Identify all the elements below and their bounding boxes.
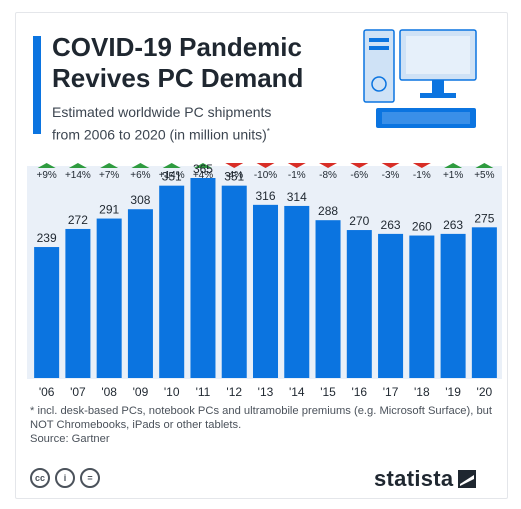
change-arrow-icon (287, 163, 306, 168)
x-tick-label: '11 (196, 385, 211, 399)
x-tick-label: '20 (477, 385, 493, 399)
change-label: +14% (159, 170, 185, 181)
bar (471, 227, 497, 378)
subtitle-asterisk: * (266, 127, 270, 136)
bar (34, 247, 60, 378)
shipments-bar-chart: +9% 239 '06 +14% 272 '07 +7% 291 '08 +6% 308 '09 +14… (27, 162, 502, 399)
page-title: COVID-19 Pandemic Revives PC Demand (52, 32, 362, 94)
change-arrow-icon (444, 163, 463, 168)
change-arrow-icon (475, 163, 494, 168)
bar-value-label: 288 (318, 204, 338, 218)
change-label: -3% (382, 170, 400, 181)
desktop-pc-icon (363, 29, 477, 128)
bar-value-label: 260 (412, 220, 432, 234)
change-arrow-icon (193, 163, 212, 168)
bar-value-label: 316 (255, 189, 275, 203)
bar-value-label: 291 (99, 203, 119, 217)
change-label: +1% (443, 170, 463, 181)
change-arrow-icon (256, 163, 275, 168)
bar (440, 233, 466, 378)
bar (315, 220, 341, 378)
change-label: +7% (99, 170, 119, 181)
license-icons: cc i = (30, 468, 100, 488)
change-label: -6% (350, 170, 368, 181)
bar (96, 218, 122, 378)
x-tick-label: '18 (414, 385, 430, 399)
footnote: * incl. desk-based PCs, notebook PCs and… (30, 405, 492, 431)
x-tick-label: '16 (351, 385, 367, 399)
brand-name: statista (374, 466, 454, 491)
change-label: +5% (474, 170, 494, 181)
bar-value-label: 275 (474, 211, 494, 225)
subtitle-line-1: Estimated worldwide PC shipments (52, 104, 272, 120)
x-tick-label: '07 (70, 385, 86, 399)
x-tick-label: '06 (39, 385, 55, 399)
change-arrow-icon (225, 163, 244, 168)
creative-commons-icon: cc (30, 468, 50, 488)
change-arrow-icon (350, 163, 369, 168)
bar (252, 204, 279, 378)
change-arrow-icon (162, 163, 181, 168)
bar-value-label: 263 (381, 218, 401, 232)
x-tick-label: '14 (289, 385, 305, 399)
bar (409, 235, 435, 378)
change-arrow-icon (381, 163, 400, 168)
bar (159, 185, 185, 378)
x-tick-label: '17 (383, 385, 399, 399)
change-label: -8% (319, 170, 337, 181)
change-arrow-icon (37, 163, 56, 168)
change-label: +14% (65, 170, 91, 181)
x-tick-label: '15 (320, 385, 336, 399)
change-label: -4% (225, 170, 243, 181)
change-arrow-icon (412, 163, 431, 168)
no-derivatives-icon: = (80, 468, 100, 488)
bar-value-label: 351 (224, 170, 244, 184)
x-tick-label: '10 (164, 385, 180, 399)
title-line-2: Revives PC Demand (52, 63, 304, 93)
bar-value-label: 365 (193, 162, 213, 176)
bar (346, 230, 372, 378)
x-tick-label: '09 (133, 385, 149, 399)
bar (221, 185, 247, 378)
change-arrow-icon (131, 163, 150, 168)
change-label: -10% (254, 170, 277, 181)
change-arrow-icon (100, 163, 119, 168)
x-tick-label: '13 (258, 385, 274, 399)
change-label: -1% (413, 170, 431, 181)
attribution-icon: i (55, 468, 75, 488)
x-tick-label: '19 (445, 385, 461, 399)
change-label: -1% (288, 170, 306, 181)
statista-mark-icon (458, 470, 477, 488)
bar-value-label: 263 (443, 218, 463, 232)
statista-logo: statista (374, 466, 477, 492)
change-arrow-icon (68, 163, 87, 168)
bar (190, 178, 216, 378)
x-tick-label: '12 (226, 385, 242, 399)
change-label: +9% (36, 170, 56, 181)
bar-value-label: 308 (130, 193, 150, 207)
bar (378, 233, 404, 378)
subtitle-line-2: from 2006 to 2020 (in million units)* (52, 122, 372, 145)
title-line-1: COVID-19 Pandemic (52, 32, 302, 62)
title-accent-bar (33, 36, 41, 134)
bar (127, 209, 153, 378)
change-arrow-icon (319, 163, 338, 168)
source-note: Source: Gartner (30, 433, 110, 445)
change-label: +4% (193, 170, 213, 181)
bar (284, 205, 310, 378)
x-tick-label: '08 (101, 385, 117, 399)
page-subtitle: Estimated worldwide PC shipments from 20… (52, 103, 372, 145)
bar-value-label: 239 (37, 231, 57, 245)
subtitle-line-2-text: from 2006 to 2020 (in million units) (52, 126, 267, 143)
change-label: +6% (130, 170, 150, 181)
bar-value-label: 272 (68, 213, 88, 227)
bar (65, 228, 91, 378)
bar-value-label: 314 (287, 190, 307, 204)
bar-value-label: 351 (162, 170, 182, 184)
bar-value-label: 270 (349, 214, 369, 228)
